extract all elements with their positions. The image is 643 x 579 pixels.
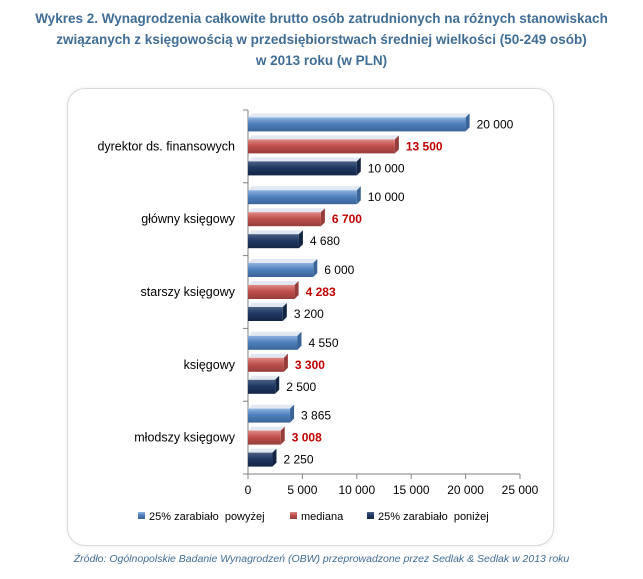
bar-depth-top <box>248 303 287 307</box>
bar-depth-top <box>248 113 470 118</box>
bar <box>248 117 466 132</box>
x-tick-label: 25 000 <box>502 483 539 497</box>
data-label: 10 000 <box>368 190 405 204</box>
bar-depth-top <box>248 281 299 285</box>
bar <box>248 408 291 423</box>
category-label: dyrektor ds. finansowych <box>97 139 235 153</box>
data-label: 10 000 <box>368 161 405 175</box>
chart-title-line-3: w 2013 roku (w PLN) <box>255 53 388 68</box>
bar-depth-side <box>275 375 280 394</box>
data-label: 6 000 <box>324 263 354 277</box>
x-tick-label: 15 000 <box>393 483 430 497</box>
bar-depth-side <box>290 404 295 423</box>
bar-depth-top <box>248 404 295 409</box>
data-label: 4 680 <box>310 234 340 248</box>
bar <box>248 161 357 176</box>
category-label: starszy księgowy <box>141 285 236 299</box>
data-label: 6 700 <box>332 212 362 226</box>
bar <box>248 139 395 154</box>
x-tick-label: 5 000 <box>287 483 317 497</box>
data-label: 2 500 <box>286 380 316 394</box>
legend-label: 25% zarabiało powyżej <box>149 511 265 523</box>
legend-swatch <box>290 512 297 519</box>
bar <box>248 234 299 249</box>
bar-depth-side <box>465 113 470 132</box>
chart-title-line-2: związanych z księgowością w przedsiębior… <box>56 32 587 47</box>
bar <box>248 263 314 277</box>
bar-depth-side <box>280 426 285 445</box>
category-label: młodszy księgowy <box>134 431 235 445</box>
bar <box>248 430 281 445</box>
data-label: 4 283 <box>306 285 336 299</box>
bar <box>248 357 284 372</box>
data-label: 3 008 <box>292 431 322 445</box>
bar <box>248 379 276 394</box>
data-label: 13 500 <box>406 139 443 153</box>
bar-depth-top <box>248 135 399 140</box>
data-label: 3 200 <box>294 307 324 321</box>
bar-depth-top <box>248 426 285 431</box>
bar-depth-side <box>282 303 287 321</box>
data-label: 2 250 <box>283 453 313 467</box>
legend-label: mediana <box>301 511 344 523</box>
x-tick-label: 0 <box>245 483 252 497</box>
bar <box>248 307 283 321</box>
bar-depth-side <box>294 281 299 299</box>
legend: 25% zarabiało powyżej mediana 25% zarabiał… <box>138 511 489 523</box>
bar-depth-top <box>248 375 280 380</box>
bar-depth-top <box>248 331 302 336</box>
data-label: 4 550 <box>309 336 339 350</box>
data-label: 20 000 <box>477 117 514 131</box>
bar <box>248 452 273 467</box>
data-label: 3 865 <box>301 409 331 423</box>
bar-depth-top <box>248 186 361 191</box>
bar-depth-side <box>272 448 277 467</box>
bar <box>248 190 357 205</box>
bar-depth-side <box>297 331 302 350</box>
legend-swatch <box>367 512 374 519</box>
bar-depth-top <box>248 448 277 453</box>
bar-depth-side <box>394 135 399 154</box>
bar-depth-top <box>248 208 325 213</box>
source-note: Źródło: Ogólnopolskie Badanie Wynagrodze… <box>73 553 570 565</box>
chart-title-line-1: Wykres 2. Wynagrodzenia całkowite brutto… <box>35 11 608 26</box>
legend-label: 25% zarabiało poniżej <box>378 511 489 523</box>
category-label: główny księgowy <box>141 212 236 226</box>
bar-depth-top <box>248 157 361 162</box>
bar-depth-side <box>356 186 361 205</box>
bar-depth-top <box>248 259 318 263</box>
bar <box>248 212 321 227</box>
bar <box>248 285 295 299</box>
chart-title: Wykres 2. Wynagrodzenia całkowite brutto… <box>0 8 643 71</box>
legend-swatch <box>138 512 145 519</box>
bar-depth-side <box>298 230 303 249</box>
x-tick-label: 10 000 <box>338 483 375 497</box>
bar-depth-side <box>320 208 325 227</box>
bar-depth-side <box>283 353 288 372</box>
data-label: 3 300 <box>295 358 325 372</box>
bar-depth-side <box>313 259 318 277</box>
category-label: księgowy <box>184 358 236 372</box>
bar <box>248 335 298 350</box>
bar-depth-side <box>356 157 361 176</box>
bar-depth-top <box>248 353 288 358</box>
x-tick-label: 20 000 <box>447 483 484 497</box>
bar-depth-top <box>248 230 303 235</box>
